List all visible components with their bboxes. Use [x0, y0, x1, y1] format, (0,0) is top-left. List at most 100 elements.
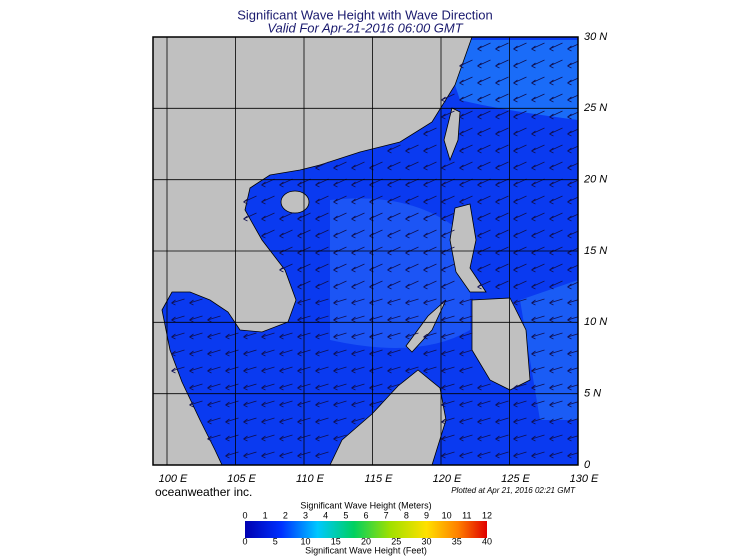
wave-arrow: [315, 349, 329, 357]
wave-arrow: [279, 417, 293, 425]
wave-arrow: [531, 42, 545, 52]
wave-arrow: [531, 59, 545, 69]
wave-arrow: [261, 451, 275, 459]
wave-arrow: [513, 42, 527, 52]
wave-arrow: [423, 280, 437, 290]
wave-arrow: [567, 128, 578, 137]
wave-arrow: [477, 59, 491, 69]
wave-arrow: [549, 229, 563, 239]
wave-arrow: [405, 212, 419, 222]
wave-arrow: [279, 366, 293, 374]
wave-arrow: [531, 161, 545, 171]
wave-arrow: [495, 246, 509, 256]
wave-arrow: [567, 179, 578, 188]
wave-arrow: [279, 332, 293, 340]
wave-arrow: [531, 263, 545, 273]
wave-arrow: [225, 417, 239, 425]
wave-arrow: [423, 263, 437, 273]
wave-arrow: [513, 76, 527, 86]
wave-arrow: [171, 349, 185, 357]
wave-arrow: [549, 246, 563, 256]
wave-arrow: [441, 246, 455, 256]
wave-arrow: [459, 144, 473, 154]
wave-arrow: [477, 451, 491, 459]
wave-arrow: [477, 383, 491, 391]
wave-arrow: [261, 349, 275, 357]
wave-arrow: [531, 400, 545, 408]
wave-arrow: [441, 417, 455, 425]
wave-arrow: [351, 212, 365, 222]
meter-tick-label: 8: [404, 510, 409, 520]
wave-arrow: [495, 76, 509, 86]
wave-arrow: [459, 110, 473, 120]
wave-arrow: [495, 417, 509, 425]
wave-arrow: [315, 383, 329, 391]
wave-arrow: [333, 280, 347, 290]
wave-arrow: [531, 246, 545, 256]
credit: oceanweather inc.: [155, 485, 252, 499]
wave-arrow: [441, 298, 455, 306]
lat-label: 30 N: [584, 31, 607, 43]
wave-arrow: [459, 76, 473, 86]
feet-tick-label: 0: [242, 536, 247, 546]
wave-arrow: [333, 383, 347, 391]
wave-arrow: [567, 401, 578, 408]
wave-arrow: [495, 229, 509, 239]
wave-arrow: [567, 94, 578, 103]
wave-arrow: [459, 383, 473, 391]
wave-arrow: [567, 43, 578, 52]
subtitle: Valid For Apr-21-2016 06:00 GMT: [267, 20, 463, 35]
title: Significant Wave Height with Wave Direct…: [237, 7, 493, 22]
wave-arrow: [207, 349, 221, 357]
wave-arrow: [243, 434, 257, 442]
wave-arrow: [567, 299, 578, 306]
wave-arrow: [567, 350, 578, 357]
wave-arrow: [567, 77, 578, 86]
wave-arrow: [261, 434, 275, 442]
lon-label: 105 E: [227, 473, 256, 485]
wave-arrow: [279, 229, 293, 239]
wave-arrow: [549, 144, 563, 154]
lat-label: 15 N: [584, 245, 607, 257]
wave-arrow: [333, 263, 347, 273]
wave-arrow: [333, 246, 347, 256]
wave-arrow: [459, 127, 473, 137]
wave-arrow: [549, 451, 563, 459]
meter-tick-label: 5: [343, 510, 348, 520]
wave-arrow: [459, 195, 473, 205]
wave-arrow: [189, 366, 203, 374]
wave-arrow: [513, 400, 527, 408]
wave-arrow: [549, 298, 563, 306]
wave-arrow: [189, 400, 203, 408]
wave-arrow: [315, 280, 329, 290]
wave-arrow: [441, 280, 455, 290]
wave-arrow: [495, 280, 509, 290]
wave-arrow: [387, 349, 401, 357]
wave-arrow: [225, 451, 239, 459]
wave-arrow: [441, 161, 455, 171]
wave-arrow: [333, 315, 347, 323]
wave-arrow: [279, 349, 293, 357]
wave-arrow: [351, 280, 365, 290]
wave-arrow: [549, 110, 563, 120]
wave-arrow: [549, 315, 563, 323]
wave-arrow: [387, 144, 401, 154]
wave-arrow: [549, 93, 563, 103]
land-palawan: [405, 299, 447, 353]
wave-arrow: [387, 383, 401, 391]
wave-arrow: [387, 298, 401, 306]
wave-arrow: [495, 161, 509, 171]
wave-arrow: [207, 383, 221, 391]
meter-tick-label: 1: [263, 510, 268, 520]
wave-arrow: [315, 451, 329, 459]
wave-arrow: [189, 315, 203, 323]
wave-arrow: [549, 59, 563, 69]
wave-arrow: [315, 332, 329, 340]
wave-arrow: [243, 417, 257, 425]
wave-arrow: [333, 434, 347, 442]
wave-arrow: [333, 195, 347, 205]
wave-arrow: [387, 195, 401, 205]
wave-arrow: [477, 246, 491, 256]
land-hainan: [280, 190, 310, 214]
